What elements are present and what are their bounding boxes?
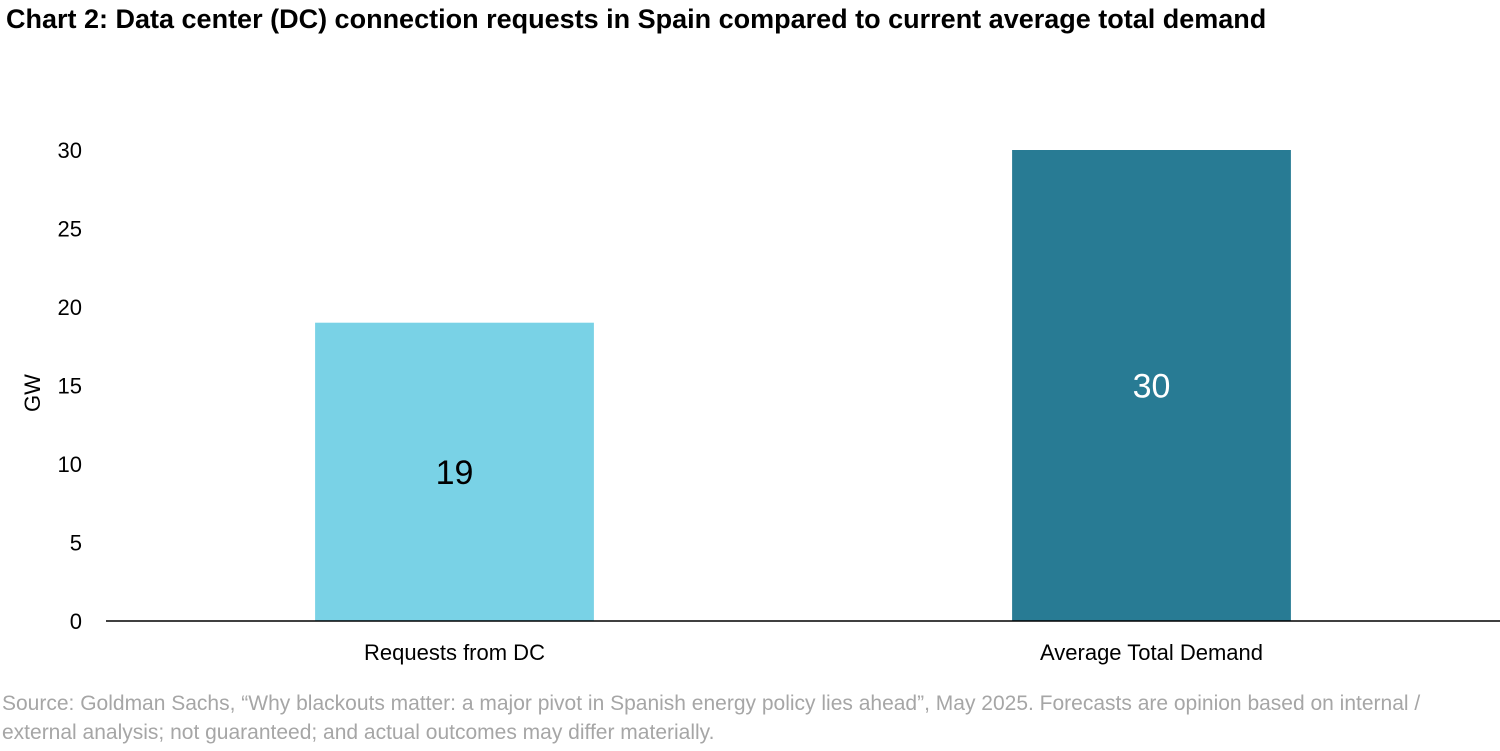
- x-tick-label: Average Total Demand: [1040, 640, 1263, 665]
- y-tick-label: 5: [70, 531, 82, 556]
- y-axis: 0 5 10 15 20 25 30: [58, 138, 82, 634]
- y-tick-label: 30: [58, 138, 82, 163]
- y-tick-label: 0: [70, 609, 82, 634]
- y-tick-label: 10: [58, 452, 82, 477]
- bar-data-label: 19: [436, 454, 474, 492]
- y-axis-title: GW: [20, 374, 45, 412]
- y-tick-label: 15: [58, 374, 82, 399]
- bar-data-label: 30: [1133, 368, 1171, 406]
- x-axis: Requests from DC Average Total Demand: [106, 620, 1500, 665]
- chart-title: Chart 2: Data center (DC) connection req…: [6, 4, 1267, 34]
- y-tick-label: 20: [58, 295, 82, 320]
- x-tick-label: Requests from DC: [364, 640, 545, 665]
- bars-group: [315, 150, 1291, 621]
- source-note: Source: Goldman Sachs, “Why blackouts ma…: [2, 692, 1421, 744]
- y-tick-label: 25: [58, 217, 82, 242]
- bar: [1012, 150, 1291, 621]
- bar: [315, 322, 594, 621]
